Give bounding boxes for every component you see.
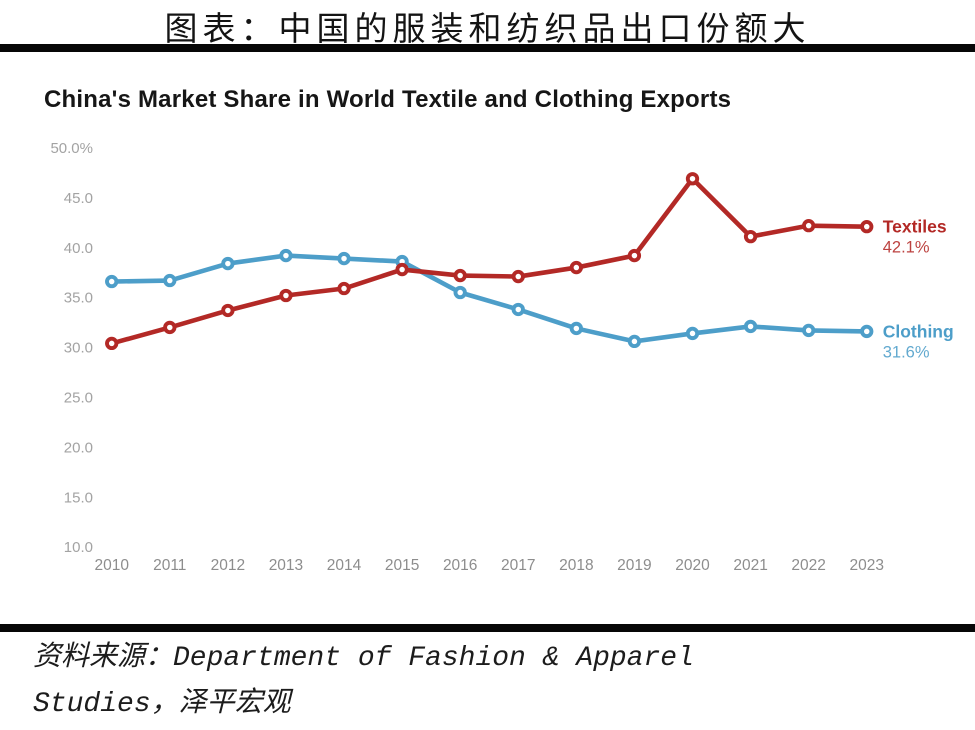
x-axis-tick-label: 2015: [385, 557, 419, 574]
clothing-legend-value: 31.6%: [883, 343, 930, 361]
x-axis-tick-label: 2017: [501, 557, 535, 574]
clothing-point: [279, 248, 293, 263]
top-divider-rule: [0, 44, 975, 52]
textiles-point: [511, 269, 525, 284]
y-axis-tick-label: 25.0: [64, 390, 93, 407]
clothing-line: [109, 253, 870, 344]
clothing-point: [337, 251, 351, 266]
chart-title: China's Market Share in World Textile an…: [44, 86, 732, 113]
x-axis-tick-label: 2020: [675, 557, 710, 574]
clothing-point: [453, 285, 467, 300]
textiles-point: [743, 229, 758, 244]
source-note: 资料来源：Department of Fashion & Apparel Stu…: [33, 636, 953, 728]
textiles-point: [221, 303, 235, 318]
textiles-point: [627, 248, 642, 263]
textiles-point: [163, 320, 177, 335]
x-axis-tick-label: 2014: [327, 557, 362, 574]
clothing-point: [860, 324, 874, 339]
x-axis-tick-label: 2013: [269, 557, 303, 574]
source-line-2: Studies，泽平宏观: [33, 689, 291, 720]
bottom-divider-rule: [0, 624, 975, 632]
textiles-point: [395, 262, 409, 277]
textiles-line: [109, 176, 870, 346]
textiles-point: [685, 172, 700, 186]
y-axis-tick-label: 20.0: [64, 439, 93, 456]
y-axis-tick-label: 40.0: [64, 240, 93, 257]
page-title: 图表：中国的服装和纺织品出口份额大: [164, 9, 811, 48]
x-axis-tick-label: 2023: [849, 557, 883, 574]
clothing-point: [627, 334, 642, 349]
textiles-point: [802, 218, 816, 233]
y-axis-tick-label: 30.0: [64, 340, 93, 357]
clothing-point: [511, 302, 525, 317]
source-line-1: 资料来源：Department of Fashion & Apparel: [33, 643, 694, 674]
textiles-point: [569, 260, 583, 275]
clothing-legend-label: Clothing: [883, 321, 954, 341]
clothing-point: [569, 321, 583, 336]
clothing-point: [163, 273, 177, 288]
textiles-point: [337, 281, 351, 296]
y-axis-tick-label: 15.0: [64, 489, 93, 506]
clothing-point: [105, 274, 119, 289]
x-axis-tick-label: 2012: [211, 557, 245, 574]
x-axis-tick-label: 2018: [559, 557, 593, 574]
x-axis-tick-label: 2022: [791, 557, 825, 574]
textiles-legend-value: 42.1%: [883, 239, 930, 257]
x-axis-tick-label: 2021: [733, 557, 767, 574]
y-axis-tick-label: 35.0: [64, 290, 93, 307]
textiles-point: [453, 268, 467, 283]
x-axis-tick-label: 2011: [153, 557, 186, 574]
clothing-point: [685, 326, 700, 341]
textiles-point: [105, 336, 119, 351]
textiles-point: [279, 288, 293, 303]
y-axis-tick-label: 50.0%: [50, 140, 93, 157]
y-axis-tick-label: 45.0: [64, 190, 93, 207]
chart-canvas: 50.0%45.040.035.030.025.020.015.010.0201…: [50, 140, 954, 574]
x-axis-tick-label: 2016: [443, 557, 477, 574]
textiles-point: [860, 219, 874, 234]
clothing-point: [802, 323, 816, 338]
clothing-point: [743, 319, 758, 334]
x-axis-tick-label: 2019: [617, 557, 651, 574]
textiles-legend-label: Textiles: [883, 217, 947, 237]
x-axis-tick-label: 2010: [94, 557, 129, 574]
clothing-point: [221, 256, 235, 271]
y-axis-tick-label: 10.0: [64, 539, 93, 556]
